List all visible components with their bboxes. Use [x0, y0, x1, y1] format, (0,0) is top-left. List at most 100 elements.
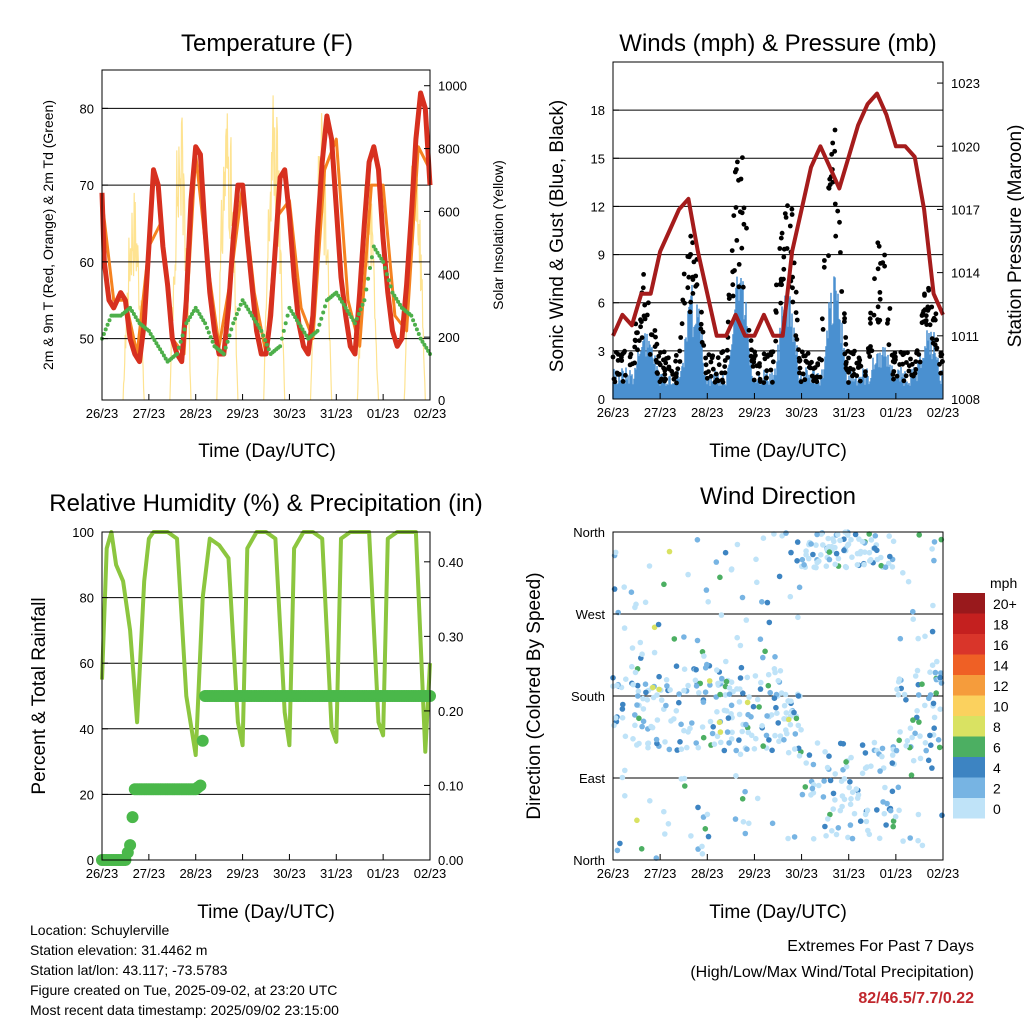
direction-point: [826, 753, 832, 759]
direction-point: [897, 635, 904, 642]
direction-point: [788, 549, 794, 556]
pressure-ytick-label: 1023: [951, 76, 980, 91]
direction-point: [848, 796, 854, 802]
direction-xtick-label: 26/23: [597, 866, 630, 881]
wind-gust-point: [934, 337, 939, 343]
legend-label: 20+: [993, 596, 1017, 612]
direction-point: [852, 531, 859, 538]
legend-swatch: [953, 695, 985, 716]
wind-gust-point: [839, 289, 845, 294]
direction-point: [931, 539, 938, 545]
wind-gust-point: [761, 351, 767, 357]
direction-point: [908, 772, 915, 778]
direction-point: [726, 691, 733, 697]
direction-point: [862, 811, 869, 818]
direction-point: [879, 753, 885, 760]
direction-point: [846, 784, 852, 791]
dewpoint-point: [398, 302, 402, 307]
temperature-panel: Temperature (F) 506070800200400600800100…: [40, 30, 506, 462]
direction-point: [622, 793, 628, 799]
wind-gust-point: [653, 357, 659, 363]
direction-point: [915, 635, 921, 642]
direction-point: [779, 533, 785, 539]
wind-gust-point: [693, 273, 699, 279]
wind-gust-point: [798, 379, 804, 385]
extremes-subtitle: (High/Low/Max Wind/Total Precipitation): [690, 964, 974, 981]
direction-point: [930, 602, 936, 609]
wind-gust-point: [779, 230, 785, 236]
direction-point: [882, 564, 889, 570]
direction-point: [704, 811, 711, 818]
direction-point: [706, 678, 713, 684]
wind-gust-point: [715, 378, 721, 384]
direction-point: [847, 779, 853, 785]
wind-gust-point: [903, 373, 909, 379]
wind-gust-point: [703, 355, 708, 361]
dewpoint-point: [383, 266, 387, 270]
wind-gust-point: [755, 371, 761, 376]
wind-gust-point: [781, 254, 787, 260]
rh-xtick-label: 01/23: [367, 866, 400, 881]
dewpoint-point: [223, 345, 228, 350]
temperature-series: [99, 90, 433, 365]
direction-point: [684, 744, 690, 751]
dewpoint-point: [426, 348, 431, 353]
dewpoint-point: [371, 244, 376, 249]
direction-point: [728, 679, 735, 685]
direction-point: [634, 682, 641, 689]
wind-gust-point: [781, 246, 787, 252]
direction-point: [803, 760, 809, 766]
legend-title: mph: [990, 575, 1017, 591]
dewpoint-point: [414, 327, 419, 332]
wind-gust-point: [677, 348, 683, 354]
direction-point: [854, 795, 861, 801]
wind-gust-point: [666, 355, 671, 361]
wind-gust-point: [615, 372, 621, 377]
wind-gust-point: [793, 310, 799, 315]
wind-direction-series: [610, 529, 945, 861]
dewpoint-point: [257, 325, 262, 330]
direction-point: [816, 782, 822, 789]
direction-point: [694, 537, 701, 543]
direction-point: [810, 551, 816, 558]
precip-ytick-label: 0.40: [438, 555, 463, 570]
dewpoint-point: [242, 301, 247, 306]
legend-label: 12: [993, 678, 1009, 694]
direction-point: [907, 725, 914, 731]
wind-gust-point: [655, 371, 660, 376]
legend-label: 8: [993, 719, 1001, 735]
direction-point: [916, 719, 922, 725]
wind-gust-point: [794, 337, 800, 342]
wind-gust-point: [826, 185, 832, 191]
wind-gust-point: [799, 349, 805, 355]
direction-point: [746, 694, 752, 700]
direction-point: [932, 669, 939, 676]
temp-xtick-label: 30/23: [273, 406, 306, 421]
direction-point: [922, 740, 929, 746]
direction-point: [674, 747, 680, 753]
wind-gust-point: [893, 354, 898, 360]
wind-gust-point: [846, 355, 851, 361]
wind-gust-point: [938, 350, 944, 356]
direction-point: [632, 722, 638, 729]
direction-point: [640, 706, 647, 712]
direction-point: [736, 699, 743, 705]
wind-gust-point: [744, 225, 749, 231]
rh-xtick-label: 02/23: [414, 866, 447, 881]
direction-point: [617, 840, 623, 847]
direction-point: [769, 747, 775, 754]
dewpoint-point: [225, 339, 230, 344]
dewpoint-point: [394, 296, 399, 301]
direction-point: [866, 531, 872, 537]
direction-point: [880, 799, 886, 805]
direction-point: [661, 808, 667, 815]
dewpoint-point: [203, 321, 208, 326]
direction-point: [893, 747, 900, 754]
dewpoint-point: [131, 312, 136, 316]
direction-point: [718, 612, 725, 618]
dewpoint-point: [188, 315, 193, 320]
direction-point: [928, 742, 934, 748]
temp-xtick-label: 27/23: [133, 406, 166, 421]
wind-gust-point: [677, 359, 683, 364]
wind-xtick-label: 02/23: [927, 405, 960, 420]
